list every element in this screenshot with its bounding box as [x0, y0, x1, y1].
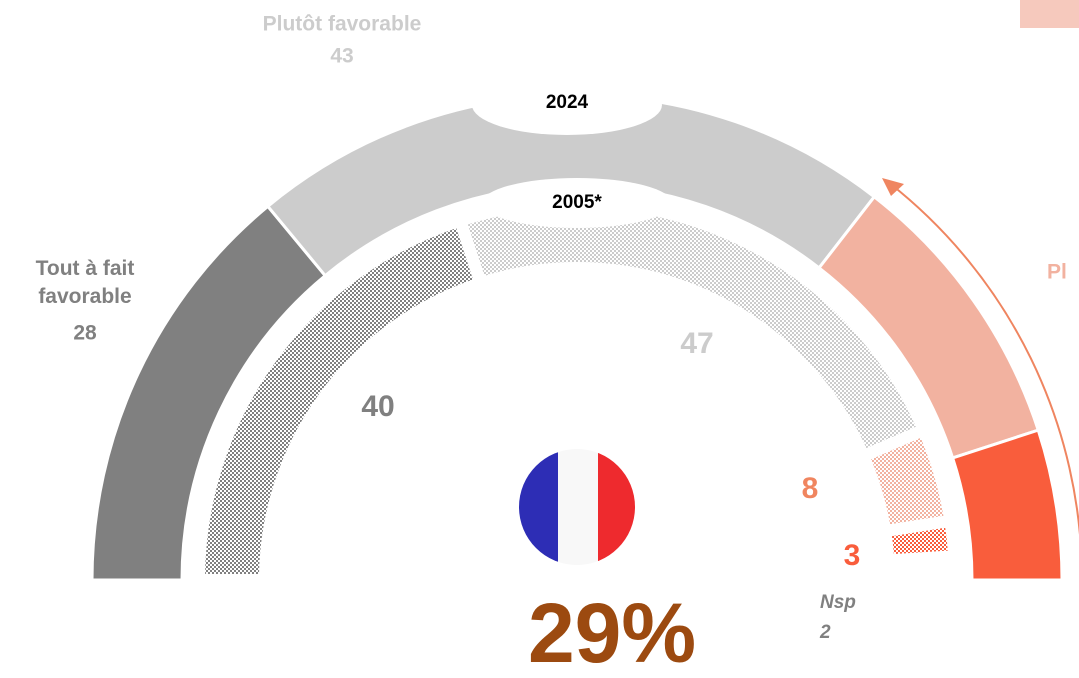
trend-arrow [887, 181, 1079, 536]
data-label: 3 [844, 539, 861, 572]
category-label: Pl [1047, 261, 1067, 284]
data-label: 43 [330, 45, 353, 68]
data-label: 2 [819, 622, 831, 643]
headline-value: 29% [528, 586, 696, 678]
category-label: Plutôt favorable [263, 13, 422, 36]
category-label: Nsp [820, 592, 856, 613]
data-label: 47 [680, 327, 713, 360]
category-label: Tout à fait favorable [35, 257, 135, 308]
corner-icon [1020, 0, 1079, 28]
arc-segment [855, 421, 958, 539]
year-badge [482, 178, 672, 228]
data-label: 40 [361, 390, 394, 423]
series-label: 2005* [552, 192, 602, 213]
flag [519, 449, 635, 565]
series-label: 2024 [546, 92, 589, 113]
year-badge [472, 75, 662, 135]
arc-segment [878, 514, 961, 567]
arrow-head [882, 178, 904, 196]
data-label: 28 [73, 322, 97, 345]
rings [90, 93, 1064, 586]
data-label: 8 [802, 472, 819, 505]
arc-segment [950, 428, 1064, 582]
